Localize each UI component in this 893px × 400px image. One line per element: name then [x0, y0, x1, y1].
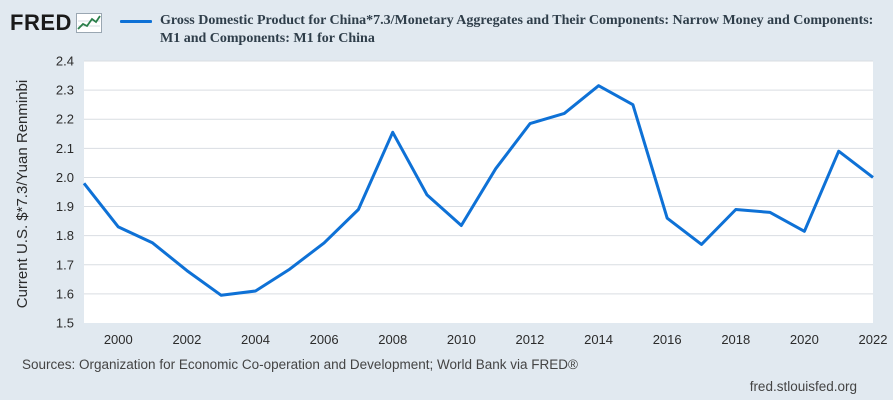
legend: Gross Domestic Product for China*7.3/Mon…: [120, 12, 880, 48]
data-point[interactable]: [460, 224, 463, 227]
x-tick-label: 2006: [310, 332, 339, 347]
y-axis-title: Current U.S. $*7.3/Yuan Renminbi: [14, 80, 31, 308]
x-axis-ticks: 2000 2002 2004 2006 2008 2010 2012 2014 2016 2018…: [104, 332, 888, 347]
data-point[interactable]: [220, 294, 223, 297]
data-point[interactable]: [357, 208, 360, 211]
data-point[interactable]: [597, 84, 600, 87]
chart-header: FRED Gross Domestic Product for China*7.…: [8, 8, 885, 54]
data-point[interactable]: [117, 225, 120, 228]
legend-series-swatch: [120, 20, 152, 23]
data-point[interactable]: [631, 103, 634, 106]
data-point[interactable]: [254, 289, 257, 292]
data-point[interactable]: [83, 182, 86, 185]
data-point[interactable]: [426, 193, 429, 196]
x-tick-label: 2004: [241, 332, 270, 347]
x-tick-label: 2012: [515, 332, 544, 347]
x-tick-label: 2022: [859, 332, 888, 347]
data-point[interactable]: [151, 241, 154, 244]
data-point[interactable]: [288, 268, 291, 271]
data-point[interactable]: [494, 167, 497, 170]
data-point[interactable]: [666, 217, 669, 220]
legend-series-label: Gross Domestic Product for China*7.3/Mon…: [160, 13, 874, 46]
y-tick-label: 1.7: [56, 257, 74, 272]
y-tick-label: 2.3: [56, 83, 74, 98]
site-link[interactable]: fred.stlouisfed.org: [749, 379, 857, 394]
series-layer: [82, 84, 875, 297]
plot-area: [84, 61, 873, 323]
x-tick-label: 2016: [653, 332, 682, 347]
data-point[interactable]: [700, 243, 703, 246]
series-line[interactable]: [82, 84, 874, 297]
data-point[interactable]: [734, 208, 737, 211]
data-point[interactable]: [872, 176, 875, 179]
fred-logo[interactable]: FRED: [10, 10, 102, 36]
data-point[interactable]: [185, 269, 188, 272]
y-tick-label: 2.2: [56, 112, 74, 127]
y-tick-label: 2.1: [56, 141, 74, 156]
x-tick-label: 2010: [447, 332, 476, 347]
y-tick-label: 1.5: [56, 316, 74, 331]
y-tick-label: 1.6: [56, 286, 74, 301]
gridlines: [84, 60, 873, 295]
data-point[interactable]: [528, 122, 531, 125]
x-tick-label: 2020: [790, 332, 819, 347]
data-point[interactable]: [837, 150, 840, 153]
x-tick-label: 2002: [172, 332, 201, 347]
data-point[interactable]: [769, 211, 772, 214]
x-tick-label: 2018: [721, 332, 750, 347]
sources-note: Sources: Organization for Economic Co-op…: [22, 357, 578, 372]
y-tick-label: 1.8: [56, 228, 74, 243]
y-axis-ticks: 1.5 1.6 1.7 1.8 1.9 2.0 2.1 2.2 2.3 2.4: [56, 54, 74, 331]
y-tick-label: 2.0: [56, 170, 74, 185]
data-point[interactable]: [323, 241, 326, 244]
x-tick-label: 2014: [584, 332, 613, 347]
fred-logo-text: FRED: [10, 10, 72, 35]
y-tick-label: 2.4: [56, 54, 74, 69]
trend-graph-icon: [75, 13, 102, 33]
data-point[interactable]: [563, 112, 566, 115]
data-point[interactable]: [803, 230, 806, 233]
x-tick-label: 2000: [104, 332, 133, 347]
y-tick-label: 1.9: [56, 199, 74, 214]
x-tick-label: 2008: [378, 332, 407, 347]
data-point[interactable]: [391, 131, 394, 134]
